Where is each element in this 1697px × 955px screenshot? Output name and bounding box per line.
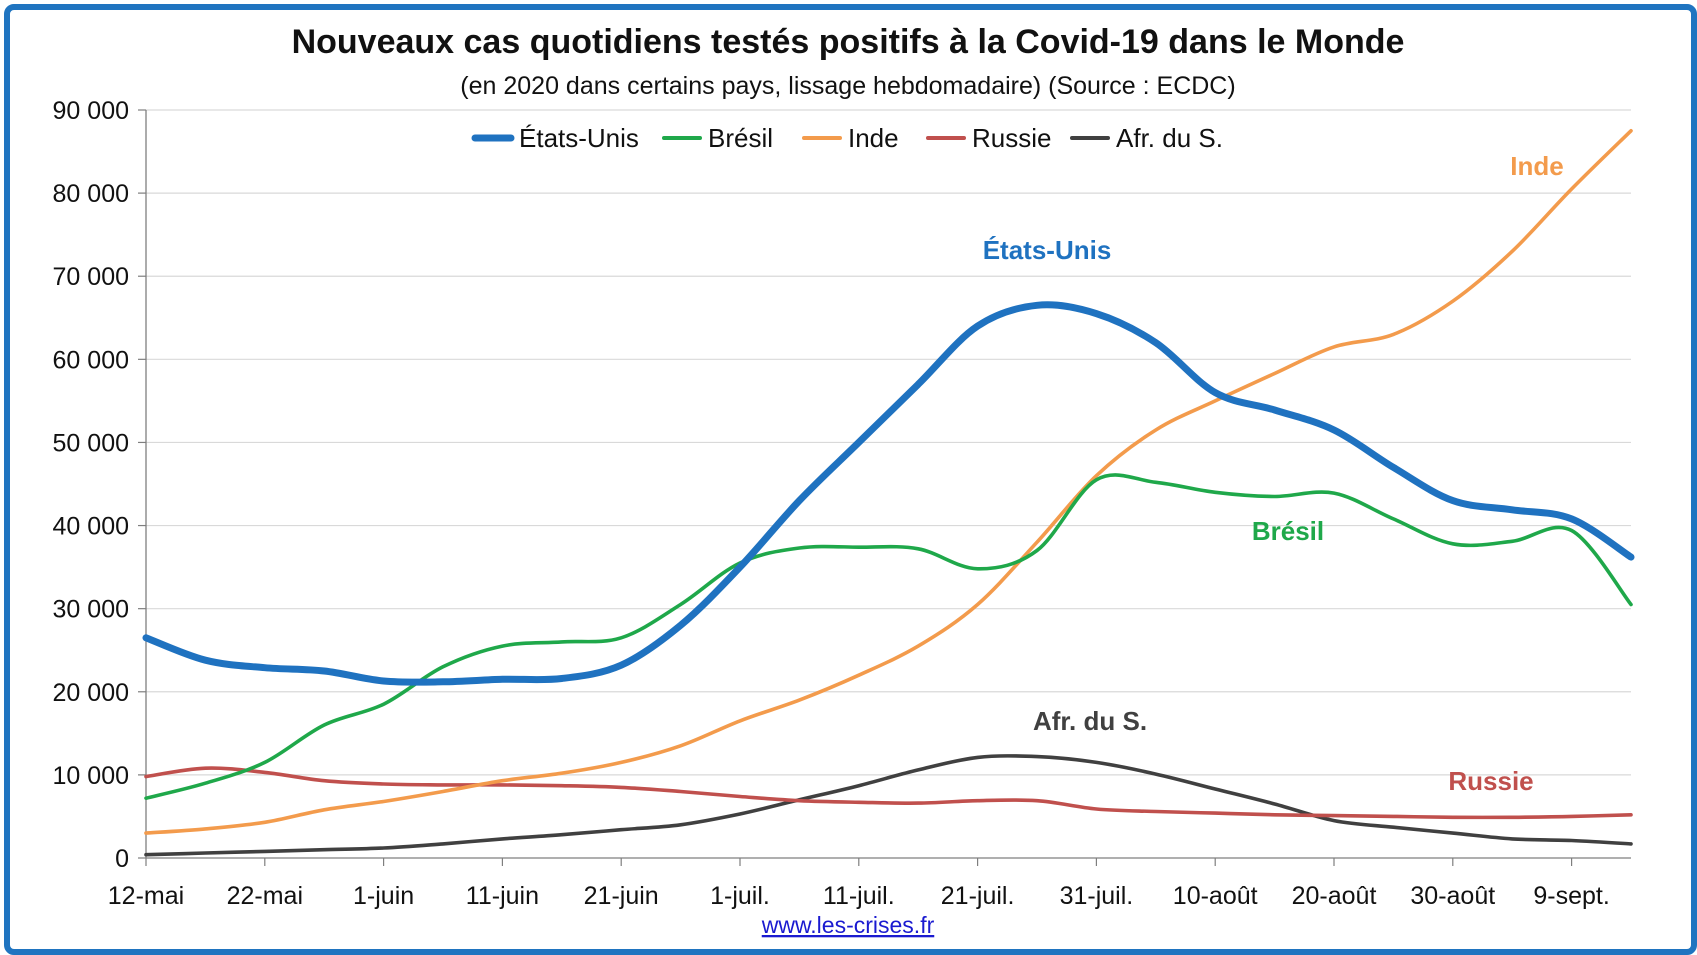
series-annotation: Inde [1510, 151, 1563, 181]
x-tick-label: 22-mai [227, 882, 303, 910]
x-tick-label: 1-juil. [710, 882, 770, 910]
y-tick-label: 40 000 [53, 513, 129, 541]
x-tick-label: 11-juin [466, 882, 539, 910]
series-line-1 [144, 473, 1633, 800]
legend-label: Russie [972, 123, 1051, 153]
legend: États-Unis Brésil Inde Russie Afr. du S. [471, 123, 1223, 153]
x-tick-label: 31-juil. [1060, 882, 1134, 910]
series-lines [142, 129, 1635, 857]
legend-label: Afr. du S. [1116, 123, 1223, 153]
x-tick-label: 1-juin [353, 882, 414, 910]
y-tick-label: 20 000 [53, 679, 129, 707]
x-tick-label: 21-juin [584, 882, 659, 910]
y-tick-label: 70 000 [53, 263, 129, 291]
y-tick-label: 10 000 [53, 762, 129, 790]
series-line-3 [144, 766, 1633, 820]
chart-subtitle: (en 2020 dans certains pays, lissage heb… [460, 72, 1235, 100]
x-tick-label: 9-sept. [1533, 882, 1609, 910]
series-annotation: Russie [1448, 766, 1533, 796]
y-tick-label: 60 000 [53, 346, 129, 374]
x-tick-label: 11-juil. [823, 882, 895, 910]
y-tick-label: 50 000 [53, 429, 129, 457]
x-tick-label: 10-août [1173, 882, 1258, 910]
chart-title: Nouveaux cas quotidiens testés positifs … [292, 23, 1405, 61]
legend-label: États-Unis [519, 123, 639, 153]
series-line-4 [144, 754, 1633, 857]
x-tick-label: 30-août [1410, 882, 1495, 910]
gridlines [146, 109, 1631, 776]
series-line-0 [142, 301, 1635, 686]
legend-label: Inde [848, 123, 899, 153]
y-tick-label: 30 000 [53, 596, 129, 624]
legend-label: Brésil [708, 123, 773, 153]
y-tick-label: 80 000 [53, 180, 129, 208]
series-annotation: Afr. du S. [1033, 706, 1147, 736]
axes: 0 10 000 20 000 30 000 40 000 50 000 60 000 70 … [53, 97, 1631, 910]
y-tick-label: 90 000 [53, 97, 129, 125]
series-annotations: États-Unis Brésil Inde Russie Afr. du S. [983, 151, 1564, 796]
x-tick-label: 12-mai [108, 882, 184, 910]
y-tick-label: 0 [115, 845, 129, 873]
source-link[interactable]: www.les-crises.fr [761, 912, 935, 938]
series-annotation: Brésil [1252, 516, 1324, 546]
x-tick-label: 21-juil. [941, 882, 1015, 910]
x-tick-label: 20-août [1292, 882, 1377, 910]
series-line-2 [144, 129, 1633, 835]
series-annotation: États-Unis [983, 235, 1112, 265]
